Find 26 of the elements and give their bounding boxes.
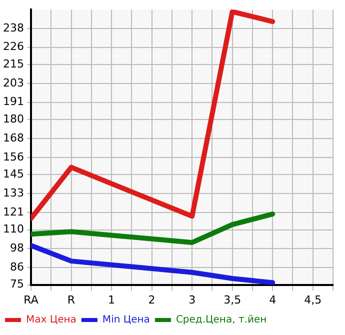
y-tick-label: 156 — [2, 150, 24, 164]
y-tick-label: 121 — [2, 205, 24, 218]
y-tick-label: 86 — [10, 260, 24, 274]
x-tick-label: R — [67, 293, 76, 306]
x-tick-label: 3 — [188, 293, 196, 306]
y-tick-label: 110 — [2, 222, 24, 236]
y-tick-label: 145 — [2, 168, 24, 181]
y-tick-label: 215 — [2, 58, 24, 70]
x-tick-label: RA — [24, 293, 39, 306]
y-tick-label: 98 — [10, 241, 24, 254]
x-tick-label: 4 — [269, 293, 276, 306]
x-tick-label: 3,5 — [224, 293, 242, 306]
y-tick-label: 75 — [10, 278, 24, 291]
y-tick-label: 168 — [2, 131, 24, 144]
legend-label: Max Цена — [26, 314, 76, 326]
legend-label: Min Цена — [102, 314, 150, 326]
legend-label: Сред.Цена, т.йен — [176, 314, 267, 326]
y-tick-label: 180 — [2, 112, 24, 126]
x-tick-label: 4,5 — [304, 293, 322, 306]
x-tick-label: 2 — [148, 293, 156, 306]
y-tick-label: 203 — [2, 76, 24, 90]
y-tick-label: 238 — [2, 21, 24, 34]
y-tick-label: 133 — [2, 186, 24, 200]
x-tick-label: 1 — [108, 293, 116, 306]
y-tick-label: 226 — [2, 40, 24, 54]
y-tick-label: 191 — [2, 95, 24, 108]
